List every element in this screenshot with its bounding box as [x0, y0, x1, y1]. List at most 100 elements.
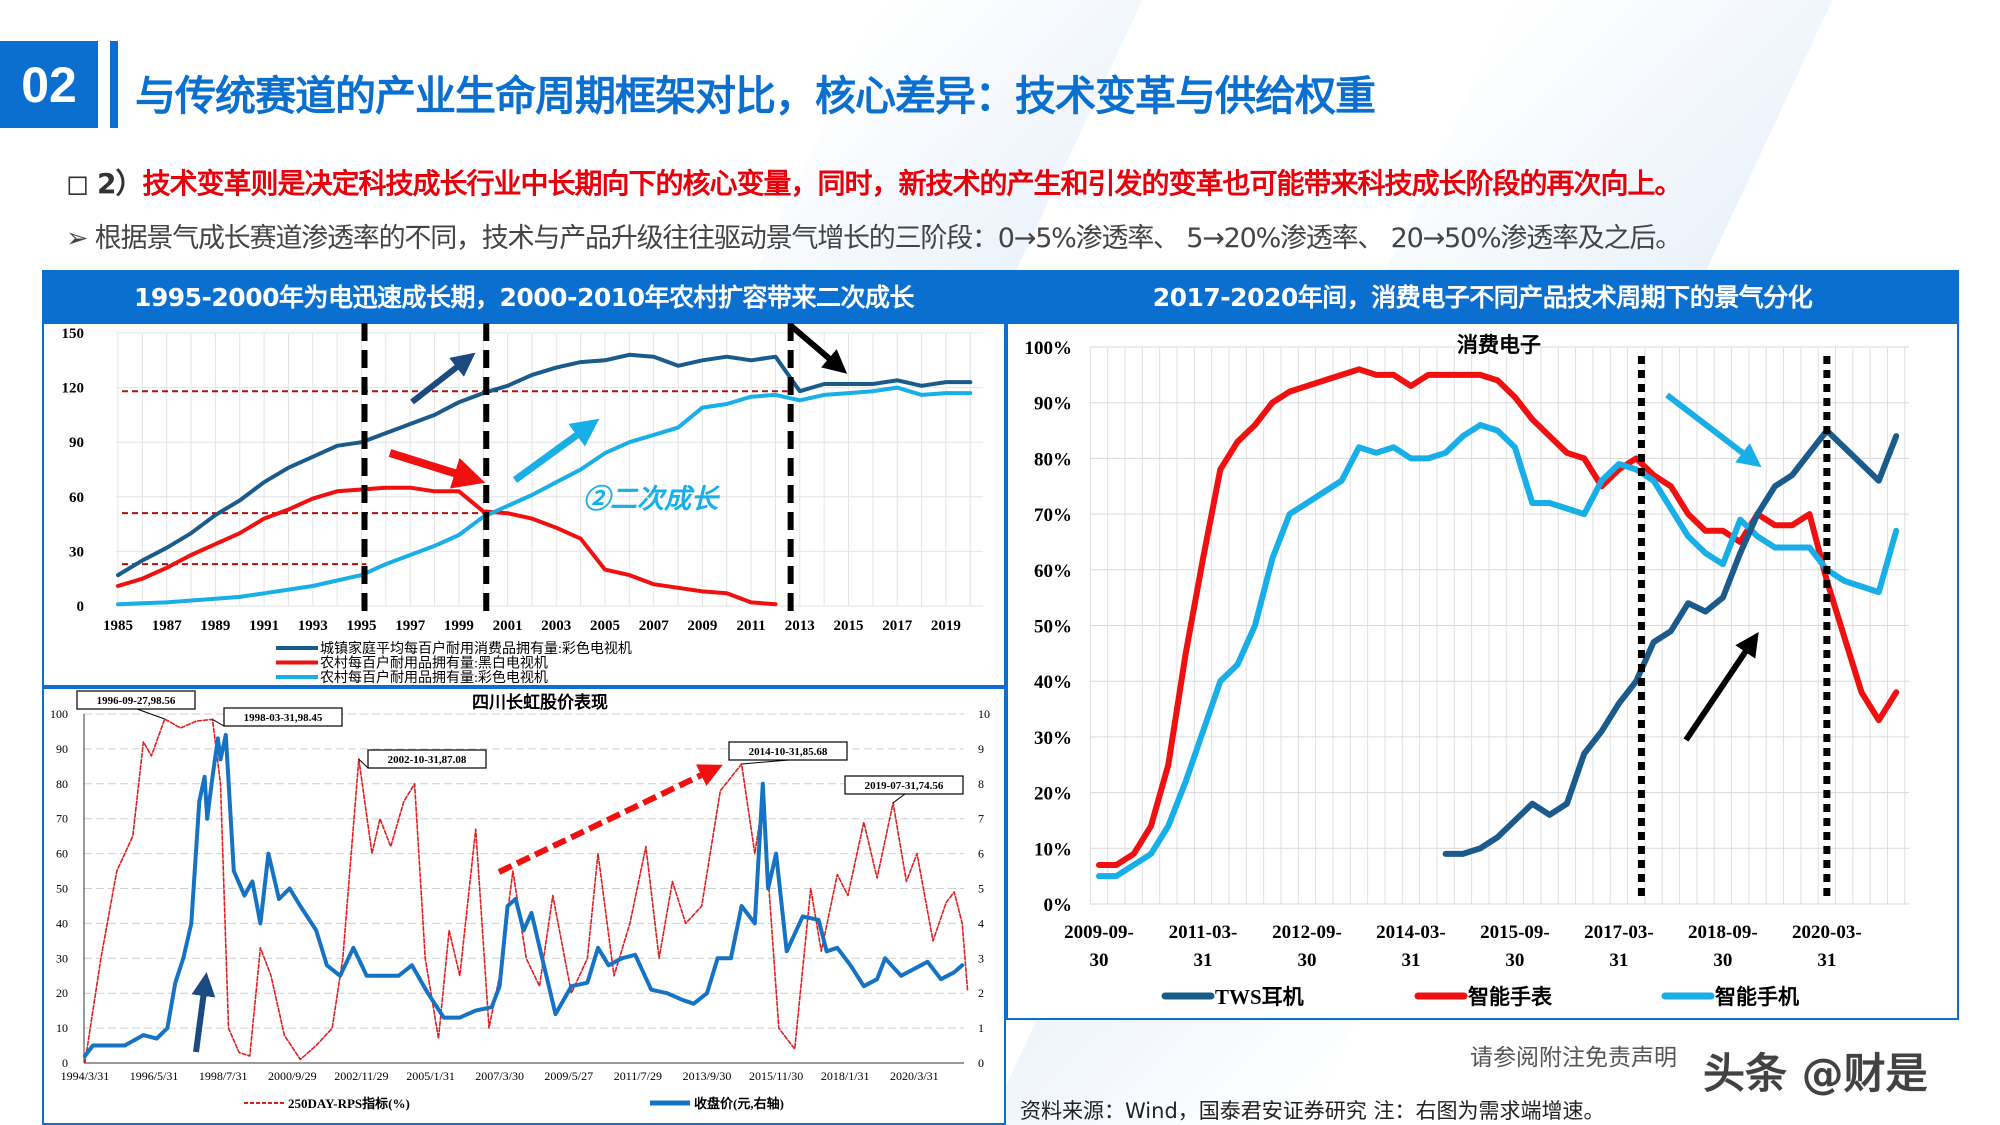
x-tick-label: 30 — [1297, 950, 1316, 971]
legend-label: TWS耳机 — [1215, 985, 1304, 1009]
up-arrow-light-blue — [512, 418, 600, 483]
callout-leader — [741, 759, 790, 765]
x-tick-label: 1998/7/31 — [199, 1069, 248, 1083]
y-tick-label: 0 — [77, 599, 85, 615]
series-line-1 — [82, 732, 965, 1058]
key-point-prefix: ◻ 2） — [66, 167, 143, 200]
y-tick-label-left: 60 — [56, 847, 68, 861]
x-tick-label: 2015-09- — [1480, 922, 1550, 943]
legend-label: 农村每百户耐用品拥有量:黑白电视机 — [320, 655, 548, 672]
x-tick-label: 2014-03- — [1376, 922, 1446, 943]
x-tick-label: 2017 — [882, 618, 913, 634]
title-accent-bar — [110, 41, 118, 128]
y-tick-label: 20% — [1034, 784, 1072, 805]
x-tick-label: 2015 — [834, 618, 864, 634]
x-tick-label: 1995 — [347, 618, 377, 634]
x-tick-label: 2012-09- — [1272, 922, 1342, 943]
changhong-stock-chart: 0 10 20 30 40 50 60 70 80 90 100 0 1 2 3 4 5 6 7 8 9 10 1994/3… — [50, 690, 990, 1111]
y-tick-label-right: 3 — [978, 951, 984, 965]
legend-label: 城镇家庭平均每百户耐用消费品拥有量:彩色电视机 — [320, 640, 632, 657]
x-tick-label: 1991 — [249, 618, 279, 634]
x-tick-label: 2005/1/31 — [406, 1069, 455, 1083]
legend-label: 智能手机 — [1715, 985, 1799, 1009]
x-tick-label: 2015/11/30 — [749, 1069, 803, 1083]
trend-arrow-red — [497, 764, 723, 875]
series-line-0 — [116, 352, 973, 578]
callout-box — [728, 741, 848, 761]
y-tick-label-right: 4 — [978, 916, 984, 930]
callout-box — [223, 707, 343, 727]
x-tick-label: 30 — [1090, 950, 1109, 971]
series-line-0 — [1442, 427, 1900, 857]
y-tick-label-right: 2 — [978, 986, 984, 1000]
y-tick-label-left: 40 — [56, 916, 68, 930]
down-arrow-black — [788, 322, 848, 374]
x-tick-label: 1993 — [298, 618, 328, 634]
callout-leader — [892, 793, 906, 804]
y-tick-label-right: 8 — [978, 777, 984, 791]
callout-box — [367, 749, 487, 769]
y-tick-label-left: 20 — [56, 986, 68, 1000]
callout-label: 2002-10-31,87.08 — [388, 754, 467, 766]
x-tick-label: 2001 — [493, 618, 523, 634]
x-tick-label: 2013/9/30 — [683, 1069, 732, 1083]
y-tick-label-right: 7 — [978, 812, 984, 826]
callout-box — [76, 690, 196, 710]
series-line-2 — [116, 385, 973, 607]
callout-leader — [136, 708, 165, 720]
x-tick-label: 2020/3/31 — [890, 1069, 939, 1083]
y-tick-label: 150 — [62, 326, 85, 342]
legend-label: 智能手表 — [1468, 985, 1553, 1009]
y-tick-label: 90 — [69, 435, 84, 451]
y-tick-label: 100% — [1025, 338, 1073, 359]
x-tick-label: 1996/5/31 — [130, 1069, 179, 1083]
up-arrow-navy — [191, 972, 216, 1053]
x-tick-label: 31 — [1193, 950, 1212, 971]
callout-label: 1998-03-31,98.45 — [244, 712, 323, 724]
y-tick-label-right: 1 — [978, 1021, 984, 1035]
x-tick-label: 2003 — [541, 618, 571, 634]
x-tick-label: 2007/3/30 — [475, 1069, 524, 1083]
y-tick-label-right: 9 — [978, 742, 984, 756]
x-tick-label: 2020-03- — [1792, 922, 1862, 943]
x-tick-label: 2013 — [785, 618, 815, 634]
y-tick-label-left: 30 — [56, 951, 68, 965]
y-tick-label: 90% — [1034, 394, 1072, 415]
watermark: 头条 @财是 — [1703, 1049, 1928, 1098]
x-tick-label: 30 — [1505, 950, 1524, 971]
down-arrow-light-blue — [1665, 392, 1762, 468]
x-tick-label: 31 — [1609, 950, 1628, 971]
down-arrow-red — [388, 449, 486, 489]
x-tick-label: 30 — [1713, 950, 1732, 971]
y-tick-label-left: 0 — [62, 1056, 68, 1070]
x-tick-label: 2009-09- — [1064, 922, 1134, 943]
up-arrow-black — [1683, 632, 1759, 742]
callout-box — [844, 775, 964, 795]
up-arrow-dark-blue — [410, 352, 476, 405]
consumer-electronics-chart: 0% 10% 20% 30% 40% 50% 60% 70% 80% 90% 100% 2009-09… — [1025, 333, 1909, 1009]
x-tick-label: 1987 — [152, 618, 183, 634]
x-tick-label: 2007 — [639, 618, 670, 634]
y-tick-label: 40% — [1034, 672, 1072, 693]
x-tick-label: 2011/7/29 — [614, 1069, 662, 1083]
y-tick-label: 50% — [1034, 617, 1072, 638]
key-point: ◻ 2）技术变革则是决定科技成长行业中长期向下的核心变量，同时，新技术的产生和引… — [66, 162, 1683, 202]
callout-label: 2019-07-31,74.56 — [865, 780, 944, 792]
section-number-badge: 02 — [0, 41, 98, 128]
y-tick-label-left: 50 — [56, 882, 68, 896]
y-tick-label-left: 10 — [56, 1021, 68, 1035]
x-tick-label: 1994/3/31 — [61, 1069, 110, 1083]
y-tick-label-right: 6 — [978, 847, 984, 861]
y-tick-label: 60% — [1034, 561, 1072, 582]
x-tick-label: 1985 — [103, 618, 133, 634]
page-title: 与传统赛道的产业生命周期框架对比，核心差异：技术变革与供给权重 — [135, 72, 1376, 120]
x-tick-label: 2018-09- — [1688, 922, 1758, 943]
x-tick-label: 2018/1/31 — [821, 1069, 870, 1083]
x-tick-label: 1989 — [200, 618, 230, 634]
series-line-1 — [116, 485, 778, 607]
x-tick-label: 2002/11/29 — [334, 1069, 388, 1083]
x-tick-label: 31 — [1817, 950, 1836, 971]
callout-label: 1996-09-27,98.56 — [97, 695, 176, 707]
annotation-second-growth: ②二次成长 — [583, 484, 721, 514]
